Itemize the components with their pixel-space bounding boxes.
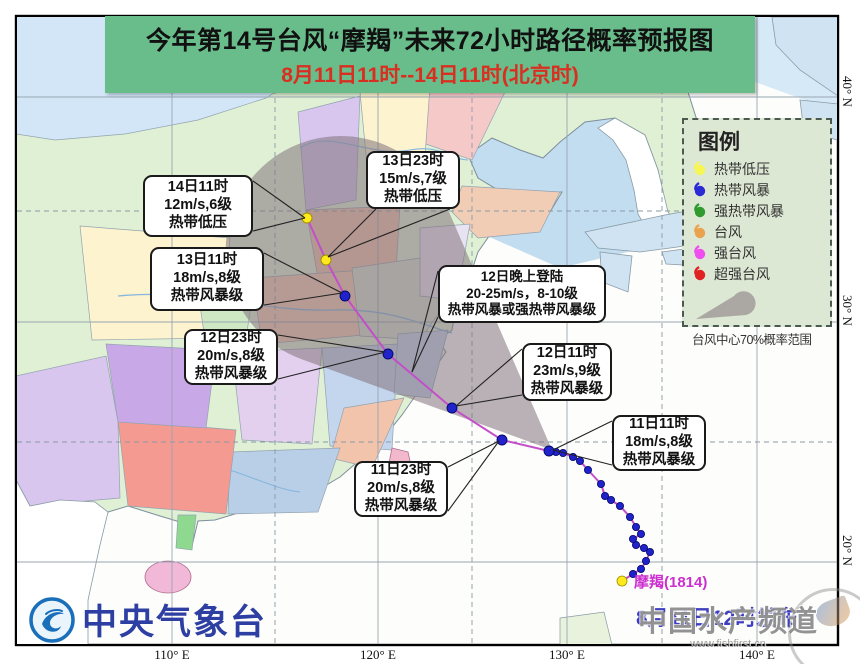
- callout-line: 15m/s,7级: [379, 171, 447, 188]
- callout-line: 12日晚上登陆: [480, 268, 564, 284]
- callout-line: 12日11时: [536, 345, 598, 362]
- legend-items: 热带低压热带风暴强热带风暴台风强台风超强台风: [692, 158, 822, 284]
- legend-item-label: 强台风: [714, 244, 756, 261]
- callout-line: 20m/s,8级: [197, 348, 265, 365]
- callout-connectors: [252, 180, 613, 512]
- latitude-label: 20° N: [840, 535, 855, 566]
- legend-title: 图例: [698, 131, 740, 154]
- callout-line: 12m/s,6级: [164, 197, 232, 214]
- callout-line: 热带风暴级: [170, 287, 244, 304]
- legend-item: 超强台风: [692, 263, 822, 284]
- forecast-callout: 12日11时 23m/s,9级 热带风暴级: [522, 343, 612, 401]
- typhoon-symbol-icon: [694, 245, 706, 260]
- forecast-callout: 14日11时 12m/s,6级 热带低压: [143, 175, 253, 237]
- callout-line: 20m/s,8级: [367, 480, 435, 497]
- probability-cone-swatch: [696, 291, 756, 319]
- hainan: [144, 560, 192, 594]
- agency-branding: 中央气象台: [28, 594, 267, 645]
- callout-line: 11日11时: [629, 416, 689, 433]
- map-subtitle: 8月11日11时--14日11时(北京时): [281, 63, 579, 87]
- callout-line: 热带风暴级: [364, 497, 438, 514]
- legend-item-label: 热带低压: [714, 160, 770, 177]
- typhoon-symbol-icon: [694, 203, 706, 218]
- legend-item: 强热带风暴: [692, 200, 822, 221]
- callout-line: 热带风暴级: [530, 380, 604, 397]
- watermark-ring: [788, 588, 860, 664]
- callout-line: 18m/s,8级: [625, 434, 693, 451]
- longitude-label: 140° E: [739, 647, 775, 662]
- legend-item-label: 台风: [714, 223, 742, 240]
- callout-line: 热带风暴级: [622, 451, 696, 468]
- typhoon-symbol-icon: [694, 224, 706, 239]
- callout-line: 热带风暴或强热带风暴级: [447, 302, 597, 318]
- legend-cone-label: 台风中心70%概率范围: [692, 333, 812, 347]
- legend-item: 热带风暴: [692, 179, 822, 200]
- agency-name: 中央气象台: [82, 603, 268, 642]
- callout-line: 12日23时: [200, 330, 262, 347]
- callout-line: 热带低压: [384, 188, 442, 205]
- callout-line: 18m/s,8级: [173, 270, 241, 287]
- legend-item: 强台风: [692, 242, 822, 263]
- callout-line: 热带风暴级: [194, 365, 268, 382]
- legend-item: 台风: [692, 221, 822, 242]
- typhoon-symbol-icon: [694, 182, 706, 197]
- callout-line: 14日11时: [167, 179, 229, 196]
- map-title-banner: 今年第14号台风“摩羯”未来72小时路径概率预报图 8月11日11时--14日1…: [105, 16, 755, 93]
- forecast-callout: 11日23时 20m/s,8级 热带风暴级: [354, 461, 448, 517]
- issue-time: 8月11日12时发布: [636, 607, 799, 630]
- typhoon-track: [301, 212, 655, 587]
- typhoon-symbol-icon: [694, 161, 706, 176]
- longitude-label: 120° E: [360, 647, 396, 662]
- callout-line: 热带低压: [169, 214, 227, 231]
- legend-item-label: 强热带风暴: [714, 202, 784, 219]
- forecast-callout: 12日晚上登陆 20-25m/s，8-10级 热带风暴或强热带风暴级: [438, 265, 606, 323]
- typhoon-symbol-icon: [694, 266, 706, 281]
- callout-line: 13日23时: [382, 153, 444, 170]
- latitude-label: 30° N: [840, 295, 855, 326]
- forecast-callout: 13日23时 15m/s,7级 热带低压: [366, 151, 460, 209]
- callout-line: 13日11时: [176, 252, 238, 269]
- forecast-callout: 12日23时 20m/s,8级 热带风暴级: [184, 329, 278, 385]
- legend-item-label: 超强台风: [714, 265, 770, 282]
- storm-name-label: 摩羯(1814): [634, 574, 708, 591]
- cma-logo-icon: [29, 596, 75, 643]
- legend-panel: 图例 热带低压热带风暴强热带风暴台风强台风超强台风 台风中心70%概率范围: [682, 118, 832, 347]
- legend-item: 热带低压: [692, 158, 822, 179]
- map-title: 今年第14号台风“摩羯”未来72小时路径概率预报图: [145, 26, 715, 55]
- forecast-callout: 13日11时 18m/s,8级 热带风暴级: [150, 247, 264, 311]
- latitude-label: 40° N: [840, 76, 855, 107]
- longitude-label: 130° E: [549, 647, 585, 662]
- longitude-label: 110° E: [154, 647, 190, 662]
- callout-line: 20-25m/s，8-10级: [466, 285, 578, 301]
- luzon: [559, 611, 613, 644]
- forecast-callout: 11日11时 18m/s,8级 热带风暴级: [612, 415, 706, 471]
- callout-line: 23m/s,9级: [533, 363, 601, 380]
- legend-item-label: 热带风暴: [714, 181, 770, 198]
- callout-line: 11日23时: [370, 462, 432, 479]
